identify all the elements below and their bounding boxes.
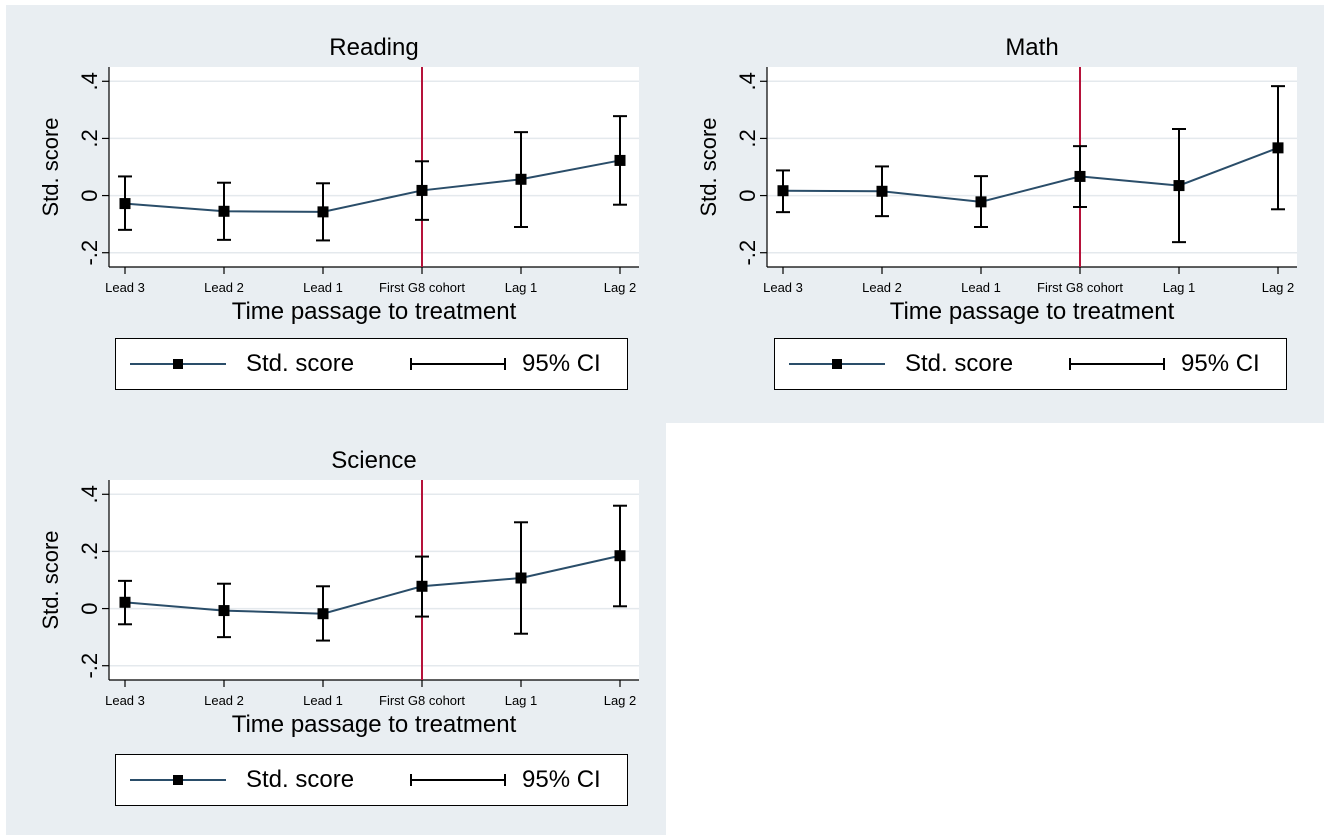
y-tick-label: .4: [77, 72, 102, 90]
data-point: [614, 550, 626, 562]
legend-ci-entry: 95% CI: [408, 339, 601, 389]
x-tick-label: Lead 3: [763, 280, 803, 295]
data-point: [515, 572, 527, 584]
y-tick-label: 0: [735, 189, 760, 201]
y-tick-label: .4: [77, 485, 102, 503]
legend-ci-entry: 95% CI: [408, 755, 601, 805]
series-line: [124, 159, 621, 213]
y-tick-label: 0: [77, 189, 102, 201]
y-tick-label: .2: [735, 129, 760, 147]
y-tick-label: 0: [77, 602, 102, 614]
data-point: [317, 608, 329, 620]
y-tick-label: .2: [77, 542, 102, 560]
data-point: [876, 185, 888, 197]
x-tick-label: Lead 2: [204, 280, 244, 295]
legend-ci-symbol: [410, 358, 506, 370]
data-point: [218, 205, 230, 217]
series-line: [782, 146, 1279, 203]
legend-ci-entry: 95% CI: [1067, 339, 1260, 389]
x-tick-label: Lead 1: [303, 280, 343, 295]
legend-ci-label: 95% CI: [1181, 350, 1260, 377]
x-tick-label: Lead 1: [303, 693, 343, 708]
data-point: [119, 198, 131, 210]
x-axis-label: Time passage to treatment: [890, 298, 1175, 325]
data-point: [317, 206, 329, 218]
x-tick-label: First G8 cohort: [1037, 280, 1123, 295]
y-axis-label: Std. score: [696, 117, 721, 216]
x-axis-label: Time passage to treatment: [232, 298, 517, 325]
plot-area: [109, 480, 639, 680]
y-axis-label: Std. score: [38, 117, 63, 216]
legend-series-label: Std. score: [905, 350, 1014, 377]
legend-series-symbol: [130, 359, 226, 369]
plot-area: [767, 67, 1297, 267]
data-point: [1272, 142, 1284, 154]
x-tick-label: Lead 2: [862, 280, 902, 295]
legend-ci-label: 95% CI: [522, 766, 601, 793]
x-axis-label: Time passage to treatment: [232, 711, 517, 738]
data-point: [1074, 170, 1086, 182]
x-tick-label: Lag 1: [505, 280, 538, 295]
legend-series-symbol: [130, 775, 226, 785]
legend-series-label: Std. score: [246, 766, 355, 793]
legend-ci-label: 95% CI: [522, 350, 601, 377]
chart-title: Reading: [329, 34, 418, 61]
data-point: [416, 184, 428, 196]
y-axis-label: Std. score: [38, 530, 63, 629]
x-tick-label: First G8 cohort: [379, 693, 465, 708]
legend-series-entry: Std. score: [128, 339, 354, 389]
series-line: [124, 554, 621, 615]
y-tick-label: -.2: [77, 653, 102, 679]
data-point: [777, 185, 789, 197]
legend-series-entry: Std. score: [787, 339, 1013, 389]
x-tick-label: Lag 2: [604, 280, 637, 295]
x-tick-label: Lead 3: [105, 693, 145, 708]
plot-area: [109, 67, 639, 267]
y-tick-label: .2: [77, 129, 102, 147]
y-tick-label: -.2: [77, 240, 102, 266]
data-point: [975, 196, 987, 208]
data-point: [218, 605, 230, 617]
legend-ci-symbol: [410, 774, 506, 786]
x-tick-label: Lag 1: [505, 693, 538, 708]
legend-series-entry: Std. score: [128, 755, 354, 805]
x-tick-label: Lead 2: [204, 693, 244, 708]
x-tick-label: Lead 3: [105, 280, 145, 295]
chart-reading: -.2 0 .2 .4 Lead 3 Lead 2 Lead 1 First G8 cohor…: [38, 34, 639, 325]
data-point: [515, 173, 527, 185]
legend-science: Std. score 95% CI: [115, 754, 628, 806]
chart-title: Math: [1005, 34, 1058, 61]
chart-title: Science: [331, 447, 416, 474]
legend-math: Std. score 95% CI: [774, 338, 1287, 390]
x-tick-label: Lag 1: [1163, 280, 1196, 295]
y-tick-label: -.2: [735, 240, 760, 266]
x-tick-label: Lag 2: [1262, 280, 1295, 295]
legend-reading: Std. score 95% CI: [115, 338, 628, 390]
x-tick-label: Lag 2: [604, 693, 637, 708]
chart-science: -.2 0 .2 .4 Lead 3 Lead 2 Lead 1 First G8 cohor…: [38, 447, 639, 738]
y-tick-label: .4: [735, 72, 760, 90]
x-tick-label: First G8 cohort: [379, 280, 465, 295]
legend-series-label: Std. score: [246, 350, 355, 377]
legend-series-symbol: [789, 359, 885, 369]
legend-ci-symbol: [1069, 358, 1165, 370]
chart-math: -.2 0 .2 .4 Lead 3 Lead 2 Lead 1 First G8 cohor…: [696, 34, 1297, 325]
data-point: [614, 154, 626, 166]
data-point: [1173, 180, 1185, 192]
data-point: [119, 596, 131, 608]
data-point: [416, 580, 428, 592]
x-tick-label: Lead 1: [961, 280, 1001, 295]
